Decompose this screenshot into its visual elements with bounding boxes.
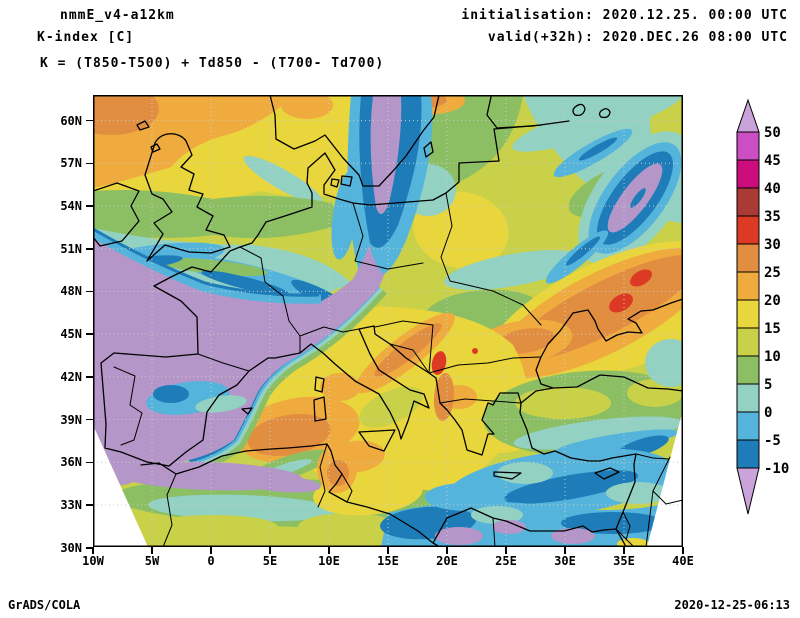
lon-tick-label: 35E [613, 554, 635, 568]
lon-tick-label: 25E [495, 554, 517, 568]
lon-tickmark [682, 547, 684, 554]
lat-tickmark [86, 333, 93, 335]
map-area [93, 95, 683, 547]
colorbar-level-label: 5 [764, 377, 772, 393]
colorbar-segment [736, 243, 760, 273]
lat-tickmark [86, 248, 93, 250]
lon-tickmark [269, 547, 271, 554]
colorbar-level-label: 50 [764, 125, 781, 141]
lat-tick-label: 60N [60, 113, 82, 128]
colorbar-level-label: 45 [764, 153, 781, 169]
field-ne-lens [545, 131, 683, 284]
colorbar-segment [736, 411, 760, 441]
lat-tick-label: 57N [60, 156, 82, 171]
colorbar-level-label: 20 [764, 293, 781, 309]
colorbar-above-max-arrow [736, 98, 760, 133]
grads-credit: GrADS/COLA [8, 598, 81, 612]
colorbar-segment [736, 131, 760, 161]
lon-tick-label: 40E [672, 554, 694, 568]
kindex-map [93, 95, 683, 547]
colorbar-below-min-arrow [736, 467, 760, 515]
lat-tickmark [86, 290, 93, 293]
field-vertical-band [347, 95, 433, 281]
colorbar-level-label: -10 [764, 461, 789, 477]
lat-tickmark [86, 376, 93, 378]
colorbar-segment [736, 187, 760, 217]
lon-tickmark [564, 547, 566, 554]
data-void-wedges [93, 417, 683, 547]
colorbar-level-label: 0 [764, 405, 772, 421]
colorbar-segment [736, 271, 760, 301]
lat-tickmark [86, 162, 93, 165]
colorbar-level-label: 10 [764, 349, 781, 365]
lon-tick-label: 0 [207, 554, 215, 568]
colorbar-segment [736, 355, 760, 385]
lon-tickmark [387, 547, 389, 554]
lat-tick-label: 39N [60, 412, 82, 427]
colorbar-segment [736, 383, 760, 413]
lon-tick-label: 30E [554, 554, 576, 568]
colorbar-segment [736, 439, 760, 469]
lat-tickmark [86, 547, 93, 549]
variable-title: K-index [C] [37, 30, 135, 45]
colorbar-level-label: 40 [764, 181, 781, 197]
lon-tick-label: 10E [318, 554, 340, 568]
colorbar-segment [736, 299, 760, 329]
colorbar-segment [736, 327, 760, 357]
lat-tick-label: 42N [60, 369, 82, 384]
colorbar-level-label: 25 [764, 265, 781, 281]
coastlines-layer [93, 95, 683, 547]
lon-tick-label: 5W [144, 554, 160, 568]
lon-tickmark [92, 547, 94, 554]
colorbar-segment [736, 159, 760, 189]
colorbar-segment [736, 215, 760, 245]
latitude-axis: 60N 57N 54N 51N 48N 45N 42N 39N 36N 33N 30N [40, 95, 93, 555]
colorbar-level-label: -5 [764, 433, 781, 449]
lon-tickmark [505, 547, 507, 554]
lat-tick-label: 33N [60, 498, 82, 513]
country-borders-layer [113, 192, 683, 547]
lat-tick-label: 30N [60, 540, 82, 555]
lat-tickmark [86, 205, 93, 207]
longitude-axis: 10W 5W 0 5E 10E 15E 20E 25E 30E 35E 40E [82, 547, 694, 573]
colorbar-level-label: 15 [764, 321, 781, 337]
lon-tick-label: 5E [262, 554, 278, 568]
creation-timestamp: 2020-12-25-06:13 [674, 598, 790, 612]
lon-tickmark [151, 547, 153, 554]
formula-text: K = (T850-T500) + Td850 - (T700- Td700) [40, 56, 385, 71]
lon-tick-label: 20E [436, 554, 458, 568]
lat-tick-label: 54N [60, 199, 82, 214]
lon-tickmark [328, 547, 330, 554]
colorbar-level-label: 30 [764, 237, 781, 253]
lon-tickmark [446, 547, 448, 554]
lat-tickmark [86, 418, 93, 421]
init-time-text: initialisation: 2020.12.25. 00:00 UTC [461, 8, 788, 23]
lon-tick-label: 10W [82, 554, 104, 568]
map-frame [93, 95, 683, 547]
lon-tickmark [623, 547, 625, 554]
colorbar-level-label: 35 [764, 209, 781, 225]
lon-tickmark [210, 547, 212, 554]
valid-time-text: valid(+32h): 2020.DEC.26 08:00 UTC [487, 30, 788, 45]
lat-tick-label: 51N [60, 241, 82, 256]
lat-tickmark [86, 119, 93, 122]
lat-tickmark [86, 461, 93, 464]
lat-tick-label: 45N [60, 327, 82, 342]
lon-tick-label: 15E [377, 554, 399, 568]
lat-tick-label: 36N [60, 455, 82, 470]
lat-tick-label: 48N [60, 284, 82, 299]
lat-tickmark [86, 504, 93, 506]
model-title: nmmE_v4-a12km [60, 8, 175, 23]
